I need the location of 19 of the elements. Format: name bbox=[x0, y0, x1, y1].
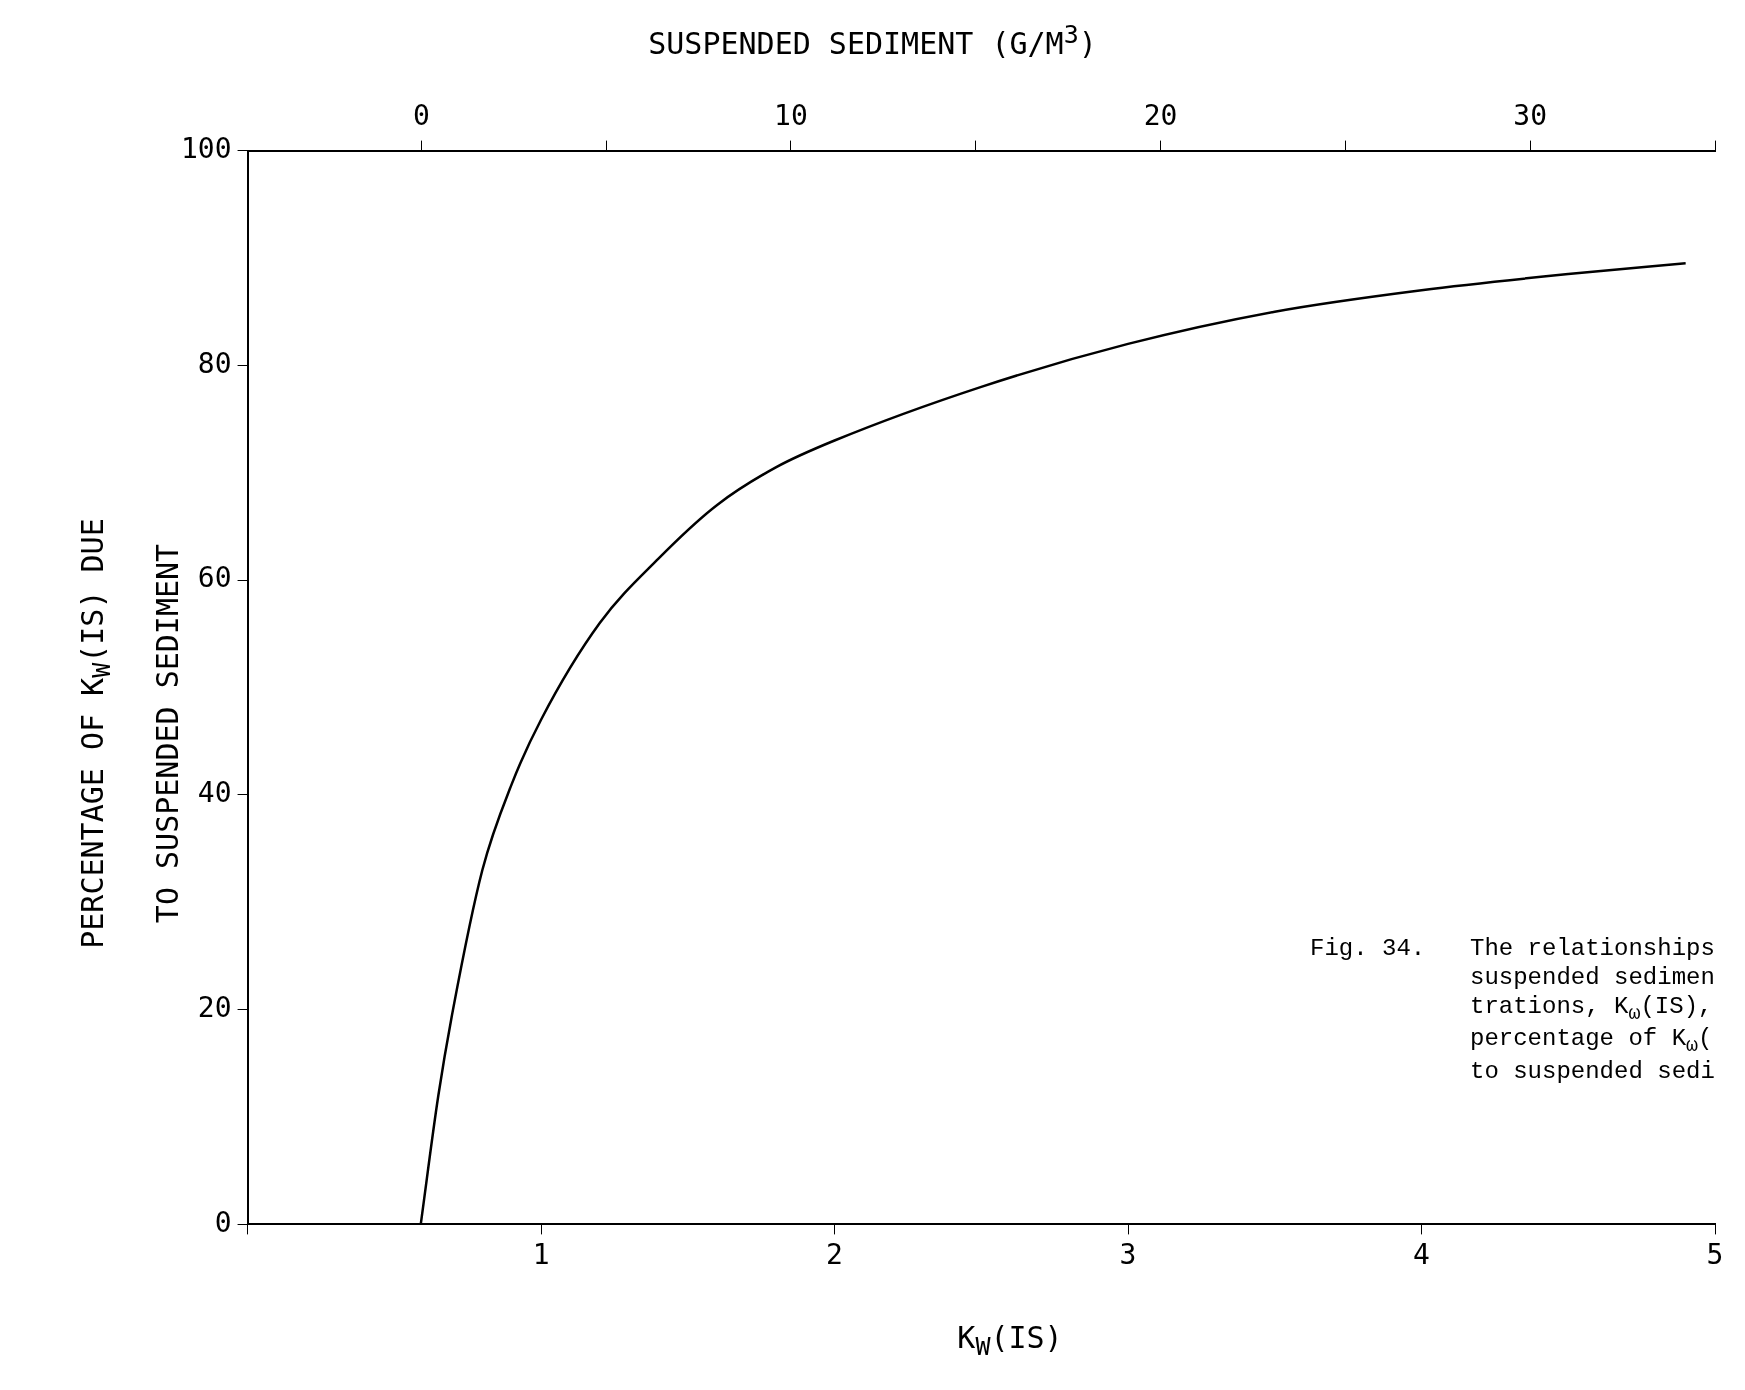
x2-tick-label: 30 bbox=[1513, 99, 1548, 133]
x-axis-title: K$_{W}$(IS) bbox=[956, 1320, 1064, 1361]
x2-tick-label: 0 bbox=[412, 99, 430, 133]
x-tick-label: 5 bbox=[1706, 1238, 1724, 1272]
y-tick-label: 0 bbox=[214, 1205, 232, 1239]
y-tick-label: 40 bbox=[197, 776, 232, 810]
x-tick-label: 4 bbox=[1413, 1238, 1430, 1272]
x2-tick-label: 10 bbox=[774, 99, 808, 133]
x-tick-label: 2 bbox=[826, 1238, 843, 1272]
x-tick-label: 1 bbox=[532, 1238, 550, 1272]
x-tick-label: 3 bbox=[1119, 1238, 1137, 1272]
y-tick-label: 100 bbox=[180, 131, 232, 165]
y-tick-label: 60 bbox=[197, 561, 232, 595]
x2-axis-title: SUSPENDED SEDIMENT (G/M$^{3}$) bbox=[647, 20, 1098, 61]
annotation: Fig. 34. bbox=[1310, 935, 1426, 964]
y-tick-label: 20 bbox=[197, 990, 232, 1024]
text: The relationships suspended sedimen trations, K$_{ω}$(IS), percentage of K$_{ω}$( to suspended sedi bbox=[1470, 935, 1715, 1086]
x2-tick-label: 20 bbox=[1143, 99, 1178, 133]
y-tick-label: 80 bbox=[197, 346, 232, 380]
